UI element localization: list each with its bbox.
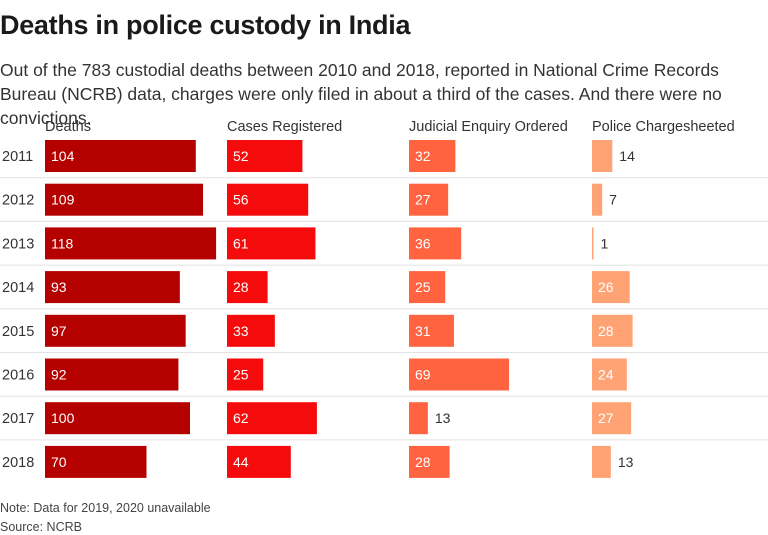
bar [409,183,449,216]
year-label: 2011 [2,149,33,165]
data-label: 13 [435,410,451,426]
small-multiples-bar-chart: Deaths Cases Registered Judicial Enquiry O… [0,119,768,478]
bar [45,314,186,347]
data-label: 32 [415,148,431,164]
bar [592,183,603,216]
data-label: 69 [415,367,431,383]
bar [45,271,180,304]
bar [592,314,633,347]
data-label: 52 [233,148,249,164]
data-label: 14 [619,148,635,164]
data-label: 61 [233,235,249,251]
bar [45,140,196,172]
data-label: 44 [233,454,249,470]
data-label: 70 [51,454,67,470]
bar [227,445,291,478]
data-label: 97 [51,323,67,339]
chart-subtitle: Out of the 783 custodial deaths between … [0,60,722,128]
data-label: 33 [233,323,249,339]
bar [45,358,179,391]
data-label: 28 [598,323,614,339]
bar [409,227,462,260]
bar [227,271,268,304]
data-label: 27 [415,192,431,208]
data-label: 93 [51,279,67,295]
year-label: 2013 [2,236,34,252]
data-label: 92 [51,367,67,383]
data-label: 28 [415,454,431,470]
bar [409,314,454,347]
bar [409,402,428,435]
data-label: 62 [233,410,249,426]
bar [592,402,632,435]
data-label: 25 [415,279,431,295]
data-label: 31 [415,323,431,339]
year-label: 2014 [2,280,34,296]
bar [45,227,217,260]
data-label: 26 [598,279,614,295]
year-label: 2018 [2,455,34,471]
bar [45,183,204,216]
data-label: 27 [598,410,614,426]
bar [227,140,303,172]
bar [409,271,446,304]
column-header: Cases Registered [227,119,342,135]
bar [409,140,456,172]
bar [592,358,627,391]
bar [227,227,316,260]
source-note: Source: NCRB [0,520,82,534]
column-header: Deaths [45,119,91,135]
data-label: 118 [51,235,74,251]
chart-title: Deaths in police custody in India [0,10,411,40]
bar [227,402,317,435]
data-label: 36 [415,235,431,251]
bar [45,402,190,435]
year-label: 2015 [2,324,34,340]
bar [592,271,630,304]
bar [592,227,594,260]
data-label: 25 [233,367,249,383]
column-header: Judicial Enquiry Ordered [409,119,568,135]
data-label: 7 [609,192,617,208]
data-label: 13 [618,454,634,470]
data-label: 24 [598,367,614,383]
bar [45,445,147,478]
data-label: 28 [233,279,249,295]
data-label: 100 [51,410,75,426]
data-label: 109 [51,192,75,208]
bar [409,445,450,478]
bar [227,314,275,347]
year-label: 2012 [2,193,34,209]
footnote: Note: Data for 2019, 2020 unavailable [0,501,211,515]
year-label: 2016 [2,368,34,384]
bar [227,183,309,216]
data-label: 1 [600,235,608,251]
data-label: 104 [51,148,75,164]
bar [592,140,613,172]
bar [227,358,264,391]
bar [409,358,510,391]
bar [592,445,611,478]
column-header: Police Chargesheeted [592,119,735,135]
data-label: 56 [233,192,249,208]
year-label: 2017 [2,411,34,427]
